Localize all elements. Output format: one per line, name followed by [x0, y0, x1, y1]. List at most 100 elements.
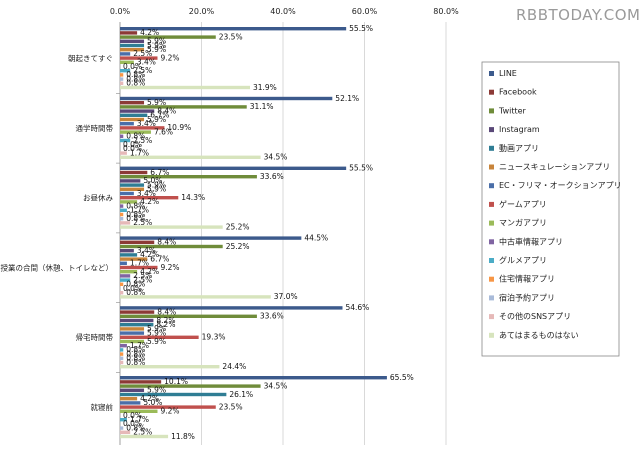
bar: [120, 73, 124, 77]
data-label: 3.4%: [137, 58, 156, 67]
data-label: 31.1%: [250, 102, 274, 111]
bar: [120, 306, 343, 310]
data-label: 11.8%: [171, 432, 195, 441]
data-label: 0.0%: [123, 419, 142, 428]
bar: [120, 352, 124, 356]
bar: [120, 405, 216, 409]
legend-swatch: [489, 220, 494, 226]
data-label: 1.7%: [130, 259, 149, 268]
data-label: 3.4%: [137, 189, 156, 198]
data-label: 8.4%: [157, 106, 176, 115]
x-tick-label: 0.0%: [110, 7, 131, 16]
data-label: 52.1%: [335, 94, 359, 103]
data-label: 6.7%: [150, 111, 169, 120]
bar: [120, 31, 138, 35]
bar: [120, 179, 141, 183]
data-label: 34.5%: [264, 153, 288, 162]
data-label: 8.4%: [157, 307, 176, 316]
bar: [120, 323, 154, 327]
bar: [120, 212, 124, 217]
bar: [120, 327, 145, 331]
data-label: 19.3%: [202, 333, 226, 342]
data-label: 5.9%: [147, 324, 166, 333]
data-label: 0.0%: [123, 62, 142, 71]
bar: [120, 318, 154, 323]
data-label: 2.5%: [133, 275, 152, 284]
bar: [120, 418, 127, 422]
legend-label: 宿泊予約アプリ: [499, 292, 555, 302]
bar: [120, 295, 271, 299]
legend-swatch: [489, 239, 494, 245]
data-label: 2.5%: [133, 428, 152, 437]
legend-swatch: [489, 332, 494, 338]
data-label: 2.5%: [133, 218, 152, 227]
bar: [120, 170, 148, 175]
bar: [120, 200, 138, 204]
bar: [120, 155, 261, 159]
data-label: 0.8%: [126, 288, 145, 297]
data-label: 37.0%: [274, 292, 298, 301]
legend-swatch: [489, 108, 494, 114]
bar: [120, 204, 124, 208]
category-label: 就寝前: [91, 402, 114, 412]
bar: [120, 265, 158, 270]
data-label: 0.8%: [126, 214, 145, 223]
data-label: 9.2%: [160, 53, 179, 62]
legend-swatch: [489, 164, 494, 170]
data-label: 8.2%: [156, 320, 175, 329]
legend-label: グルメアプリ: [499, 255, 547, 265]
bar: [120, 122, 134, 126]
legend-swatch: [489, 127, 494, 133]
data-label: 5.9%: [147, 185, 166, 194]
data-label: 1.7%: [130, 148, 149, 157]
legend-label: 住宅情報アプリ: [499, 274, 555, 284]
category-label: 帰宅時間帯: [76, 332, 114, 342]
data-label: 2.5%: [133, 66, 152, 75]
data-label: 5.9%: [147, 41, 166, 50]
x-tick-label: 80.0%: [433, 7, 459, 16]
data-label: 5.9%: [147, 45, 166, 54]
data-label: 1.7%: [130, 206, 149, 215]
data-labels: 55.5%4.2% 23.5%5.9%5.9%5.9%2.5% 9.2%3.4%0.…: [123, 24, 414, 441]
category-label: 授業の合間（休憩、トイレなど）: [1, 262, 114, 272]
data-label: 65.5%: [390, 373, 414, 382]
bar: [120, 138, 131, 143]
data-label: 0.8%: [126, 354, 145, 363]
data-label: 0.0%: [123, 140, 142, 149]
data-label: 0.0%: [123, 144, 142, 153]
data-label: 26.1%: [229, 390, 253, 399]
legend-swatch: [489, 276, 494, 282]
bar: [120, 43, 145, 48]
legend-label: あてはまるものはない: [499, 331, 579, 340]
data-label: 2.5%: [133, 136, 152, 145]
data-label: 23.5%: [219, 32, 243, 41]
legend-label: Twitter: [498, 106, 527, 115]
legend-box: [481, 61, 620, 357]
bar: [120, 77, 124, 81]
data-label: 31.9%: [253, 83, 277, 92]
data-label: 2.5%: [133, 49, 152, 58]
x-tick-label: 60.0%: [352, 7, 378, 16]
bar: [120, 249, 134, 253]
legend-label: Instagram: [499, 125, 540, 134]
data-label: 4.2%: [140, 28, 159, 37]
bar: [120, 126, 165, 130]
data-label: 4.2%: [140, 197, 159, 206]
bar: [120, 397, 138, 401]
bar: [120, 175, 257, 179]
legend-label: Facebook: [499, 88, 537, 97]
bar: [120, 253, 138, 257]
bar: [120, 291, 124, 295]
data-label: 0.8%: [126, 423, 145, 432]
data-label: 0.0%: [123, 284, 142, 293]
legend-swatch: [489, 201, 494, 207]
bar: [120, 365, 220, 369]
data-label: 24.4%: [222, 362, 246, 371]
data-label: 8.4%: [157, 238, 176, 247]
data-label: 5.0%: [143, 176, 162, 185]
bar: [120, 401, 141, 405]
data-label: 6.7%: [150, 254, 169, 263]
data-label: 33.6%: [260, 312, 284, 321]
watermark: RBBTODAY.COM: [516, 6, 640, 24]
